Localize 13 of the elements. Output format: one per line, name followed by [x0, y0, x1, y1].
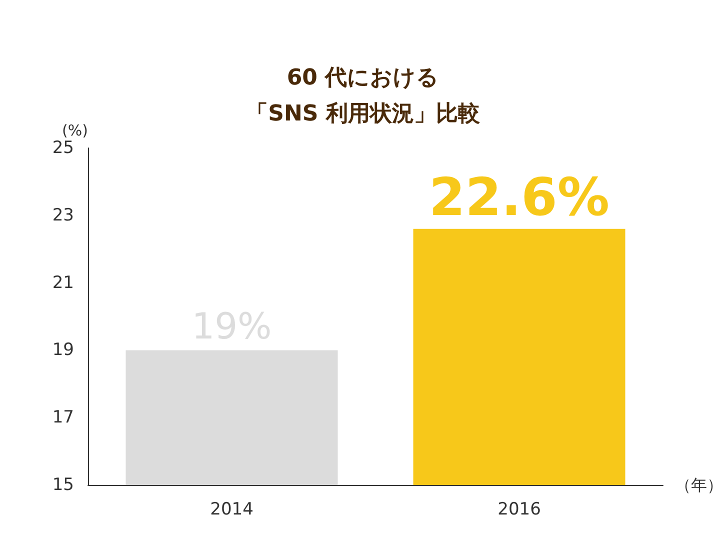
data-label: 22.6% [429, 168, 610, 228]
x-tick-label: 2016 [498, 500, 541, 520]
y-tick-label: 25 [52, 138, 74, 158]
x-tick-label: 2014 [210, 500, 254, 520]
y-tick-label: 21 [52, 272, 74, 293]
x-axis-title: （年） [675, 476, 723, 494]
y-tick-label: 15 [52, 475, 74, 495]
chart-subtitle: 「SNS 利用状況」比較 [246, 102, 481, 126]
y-axis-title: (%) [62, 122, 88, 140]
y-tick-label: 17 [52, 408, 74, 428]
y-tick-label: 19 [52, 340, 74, 360]
chart-title: 60 代における [286, 66, 440, 90]
y-tick-label: 23 [52, 205, 74, 226]
